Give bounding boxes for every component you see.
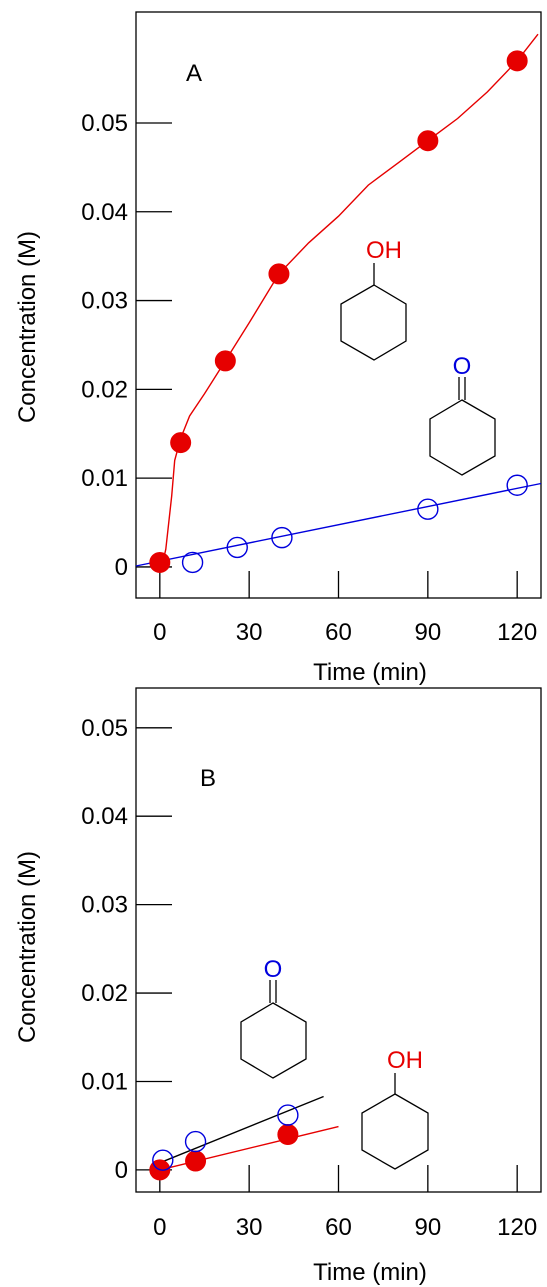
- panel-a-x-tick-label: 0: [153, 619, 166, 646]
- panel-a-x-axis-title: Time (min): [313, 659, 427, 686]
- panel-a-point-cyclohexanone: [271, 526, 293, 549]
- panel-a-cyclohexanone-label: O: [453, 353, 472, 380]
- panel-b-cyclohexanol-label: OH: [387, 1047, 423, 1074]
- panel-a-x-tick-label: 90: [414, 619, 441, 646]
- panel-a-y-tick-label: 0.03: [81, 288, 128, 315]
- panel-a-y-tick-label: 0.02: [81, 376, 128, 403]
- panel-b-y-tick-label: 0.02: [81, 980, 128, 1007]
- panel-b-cyclohexanone-structure: O: [240, 956, 307, 1079]
- panel-b-fit-line-cyclohexanone: [159, 1095, 324, 1164]
- panel-a-point-cyclohexanone: [181, 551, 204, 574]
- panel-b-x-tick-label: 0: [153, 1214, 166, 1241]
- panel-b-cyclohexanone-label: O: [264, 956, 283, 983]
- panel-b-point-cyclohexanol: [277, 1124, 299, 1146]
- panel-b-tick-labels: 0 0.01 0.02 0.03 0.04 0.05 0 30 60 90 120: [81, 715, 537, 1241]
- panel-b-x-tick-label: 90: [414, 1214, 441, 1241]
- panel-a-point-cyclohexanone: [226, 536, 248, 559]
- panel-b-y-tick-label: 0.03: [81, 892, 128, 919]
- panel-b-point-cyclohexanone: [184, 1130, 207, 1153]
- panel-a-x-tick-label: 60: [325, 619, 352, 646]
- panel-a-y-axis-title: Concentration (M): [14, 231, 41, 423]
- panel-b-cyclohexanol-structure: OH: [361, 1047, 429, 1170]
- panel-a-point-cyclohexanol: [268, 263, 290, 285]
- panel-a-x-tick-label: 30: [236, 619, 263, 646]
- panel-a-point-cyclohexanone: [506, 474, 528, 496]
- panel-a-point-cyclohexanol: [214, 350, 236, 372]
- panel-b-point-cyclohexanone: [152, 1149, 174, 1171]
- panel-b-label: B: [200, 765, 216, 792]
- panel-a-plot-frame: [135, 11, 542, 599]
- panel-b-chart: 0 0.01 0.02 0.03 0.04 0.05 0 30 60 90 120 B Time (…: [14, 687, 542, 1286]
- panel-a-y-tick-label: 0: [115, 554, 128, 581]
- panel-a-cyclohexanone-structure: O: [429, 353, 496, 476]
- panel-a-label: A: [186, 60, 202, 87]
- panel-a-data-points: [149, 50, 528, 574]
- panel-a-ticks: [136, 122, 518, 598]
- panel-a-point-cyclohexanol: [149, 551, 171, 573]
- panel-b-cyclohexanone-ring: [240, 1002, 307, 1079]
- panel-b-plot-frame: [135, 687, 542, 1193]
- panel-a-y-tick-label: 0.05: [81, 110, 128, 137]
- panel-b-y-tick-label: 0: [115, 1157, 128, 1184]
- panel-b-cyclohexanol-ring: [361, 1093, 429, 1170]
- panel-a-cyclohexanol-structure: OH: [340, 237, 407, 361]
- panel-b-x-tick-label: 60: [325, 1214, 352, 1241]
- panel-b-ticks: [136, 727, 518, 1192]
- panel-a-point-cyclohexanol: [506, 50, 528, 72]
- panel-a-y-tick-label: 0.01: [81, 465, 128, 492]
- panel-b-point-cyclohexanone: [277, 1104, 299, 1126]
- panel-a-point-cyclohexanone: [417, 498, 439, 520]
- panel-b-x-tick-label: 30: [236, 1214, 263, 1241]
- panel-a-cyclohexanol-label: OH: [366, 237, 402, 264]
- panel-a-chart: 0 0.01 0.02 0.03 0.04 0.05 0 30 60 90 120 A Time (…: [14, 11, 542, 686]
- panel-b-y-tick-label: 0.05: [81, 715, 128, 742]
- panel-b-y-axis-title: Concentration (M): [14, 851, 41, 1043]
- panel-a-fit-lines: [135, 33, 542, 567]
- panel-a-cyclohexanol-ring: [340, 284, 407, 361]
- panel-b-x-tick-label: 120: [497, 1214, 537, 1241]
- panel-b-x-axis-title: Time (min): [313, 1259, 427, 1286]
- panel-a-x-tick-label: 120: [497, 619, 537, 646]
- panel-a-point-cyclohexanol: [417, 130, 439, 152]
- panel-b-point-cyclohexanol: [185, 1150, 207, 1172]
- panel-a-tick-labels: 0 0.01 0.02 0.03 0.04 0.05 0 30 60 90 120: [81, 110, 537, 646]
- panel-a-point-cyclohexanol: [170, 432, 192, 454]
- panel-a-y-tick-label: 0.04: [81, 199, 128, 226]
- panel-b-y-tick-label: 0.01: [81, 1068, 128, 1095]
- panel-b-y-tick-label: 0.04: [81, 803, 128, 830]
- panel-a-cyclohexanone-ring: [429, 399, 496, 476]
- panel-b-data-points: [149, 1104, 299, 1181]
- panel-a-fit-line-cyclohexanone: [135, 482, 542, 567]
